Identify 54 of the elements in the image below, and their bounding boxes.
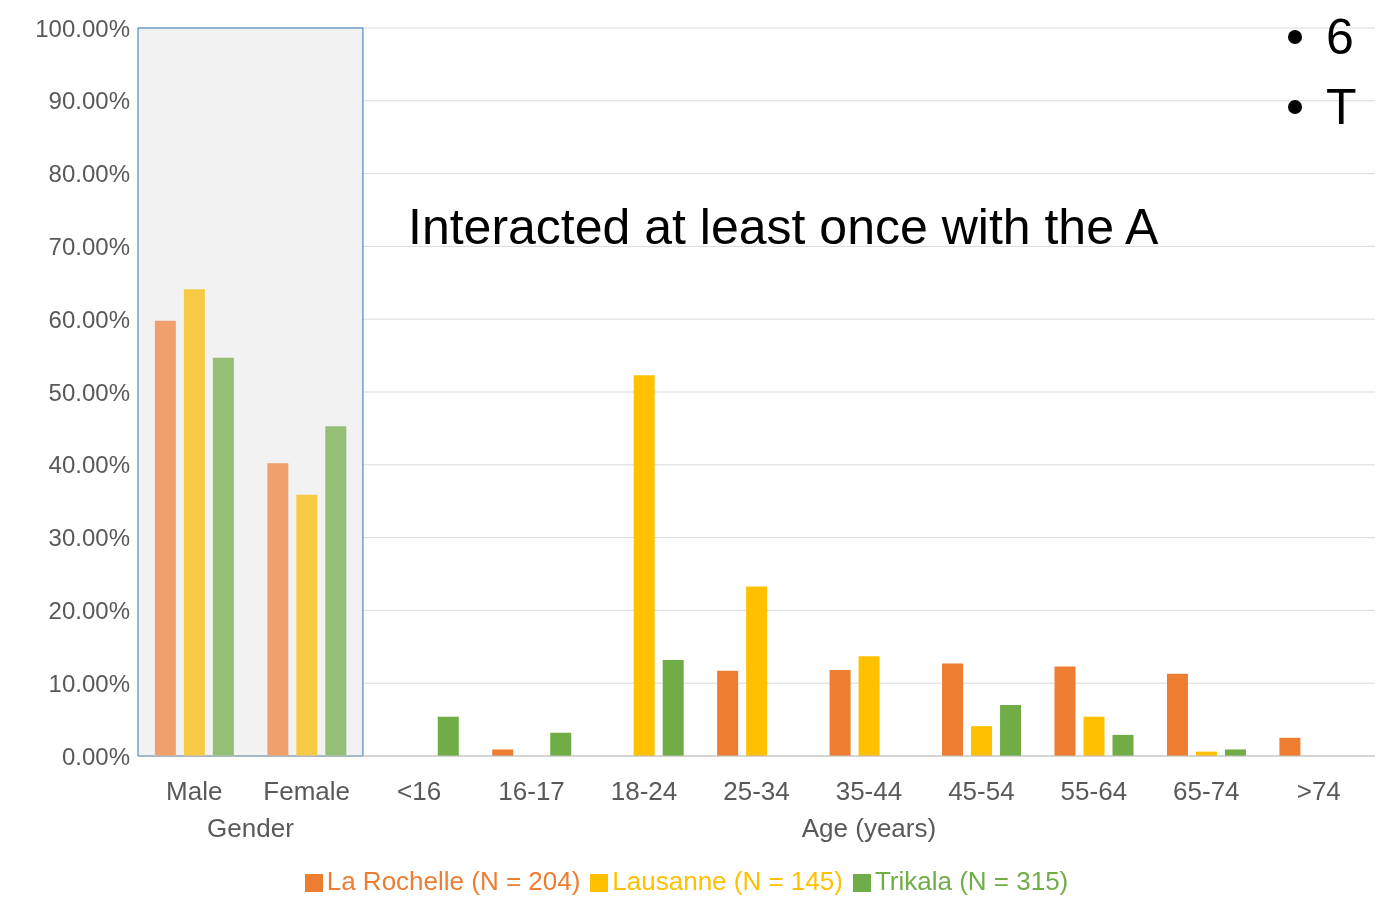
- bar: [325, 426, 347, 756]
- legend-label: Trikala (N = 315): [874, 866, 1069, 896]
- bar: [662, 659, 684, 756]
- bar: [1054, 666, 1076, 756]
- x-tick-label: 45-54: [948, 776, 1015, 807]
- bar: [971, 726, 993, 756]
- y-tick-label: 10.00%: [48, 669, 130, 697]
- bar: [746, 586, 768, 756]
- y-tick-label: 20.00%: [48, 596, 130, 624]
- x-tick-label: 55-64: [1060, 776, 1128, 807]
- text: Gender: [206, 813, 295, 844]
- y-tick-label: 30.00%: [48, 524, 130, 552]
- bar: [296, 494, 318, 756]
- bar: [829, 670, 851, 756]
- y-tick-label: 90.00%: [48, 87, 130, 115]
- bar: [183, 289, 205, 756]
- bar: [1000, 705, 1022, 756]
- annotation: T: [1326, 78, 1357, 136]
- y-tick-label: 50.00%: [48, 378, 130, 406]
- bar: [550, 732, 572, 756]
- x-tick-label: 35-44: [835, 776, 903, 807]
- x-tick-label: 65-74: [1173, 776, 1240, 807]
- bar: [1166, 673, 1188, 756]
- x-tick-label: 25-34: [723, 776, 790, 807]
- x-tick-label: >74: [1296, 776, 1341, 807]
- y-tick-label: 40.00%: [48, 451, 130, 479]
- legend-label: Lausanne (N = 145): [612, 866, 843, 896]
- bar: [437, 716, 459, 756]
- bar: [212, 357, 234, 756]
- bar: [1083, 716, 1105, 756]
- bar: [633, 375, 655, 756]
- x-tick-label: <16: [397, 776, 442, 807]
- annotation: 6: [1326, 8, 1354, 66]
- bar: [942, 663, 964, 756]
- bar: [1279, 737, 1301, 756]
- x-tick-label: Female: [263, 776, 351, 807]
- y-tick-label: 80.00%: [48, 160, 130, 188]
- bar: [154, 320, 176, 756]
- x-axis-title: Age (years): [800, 813, 938, 844]
- bar: [492, 749, 514, 756]
- y-tick-label: 100.00%: [35, 14, 130, 42]
- bar: [1224, 749, 1246, 756]
- y-tick-label: 60.00%: [48, 305, 130, 333]
- bar: [858, 656, 880, 756]
- legend-label: La Rochelle (N = 204): [326, 866, 581, 896]
- y-tick-label: 70.00%: [48, 232, 130, 260]
- x-tick-label: 18-24: [610, 776, 678, 807]
- bar: [267, 463, 289, 756]
- x-tick-label: Male: [166, 776, 223, 807]
- annotation: Interacted at least once with the A: [408, 198, 1159, 256]
- y-tick-label: 0.00%: [61, 742, 130, 770]
- x-tick-label: 16-17: [498, 776, 565, 807]
- bar: [717, 670, 739, 756]
- bar: [1112, 734, 1134, 756]
